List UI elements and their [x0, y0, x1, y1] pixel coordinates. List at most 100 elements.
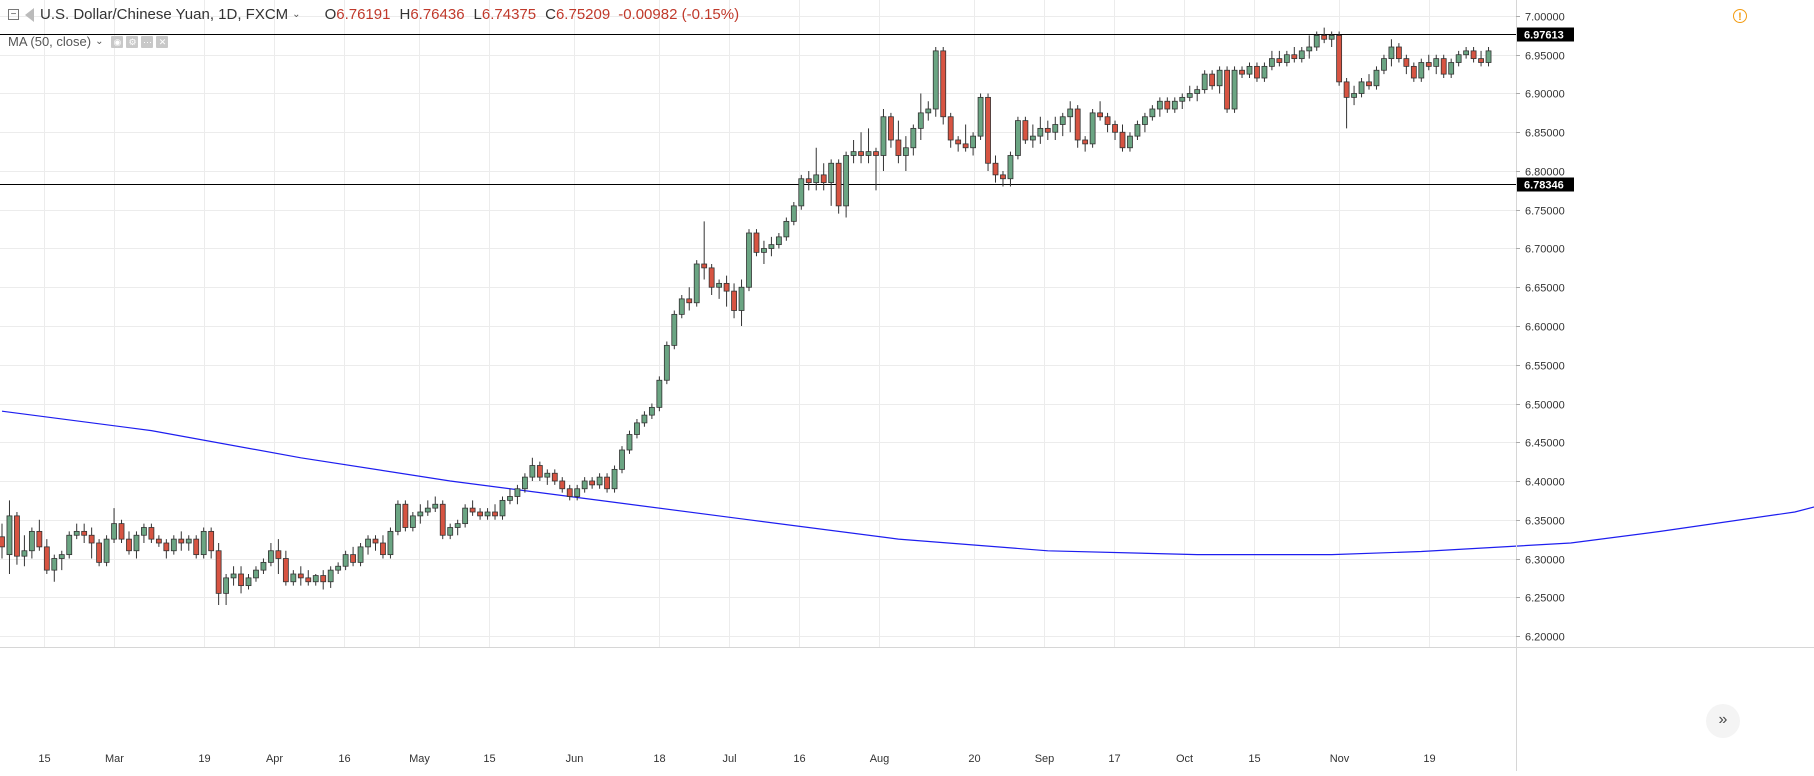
candle-body: [1366, 81, 1372, 87]
candle-body: [1328, 34, 1335, 40]
candle: [238, 566, 244, 594]
candle-body: [1231, 69, 1238, 110]
candle-body: [955, 139, 962, 145]
horizontal-lines: 6.97613 6.78346: [0, 27, 1574, 192]
candle-body: [1261, 65, 1268, 79]
symbol-title[interactable]: U.S. Dollar/Chinese Yuan, 1D, FXCM: [40, 6, 289, 23]
candle: [1351, 85, 1357, 106]
candle-body: [1209, 73, 1216, 87]
y-tick-label: 6.85000: [1525, 128, 1565, 140]
candle: [701, 221, 708, 280]
candle-body: [477, 511, 483, 517]
candle-body: [731, 290, 737, 311]
candle: [365, 535, 371, 555]
candle-body: [805, 178, 812, 184]
x-tick-label: Oct: [1176, 753, 1193, 765]
candle: [1164, 97, 1171, 113]
candle: [1074, 105, 1081, 148]
x-tick-label: 18: [653, 753, 665, 765]
y-tick-label: 6.90000: [1525, 89, 1565, 101]
chevron-down-icon[interactable]: ⌄: [95, 36, 104, 47]
candle: [708, 264, 715, 295]
candle-body: [820, 174, 827, 184]
candle: [111, 508, 117, 543]
candle: [1418, 58, 1425, 82]
candle: [118, 519, 125, 543]
candle: [858, 132, 864, 164]
candle: [275, 539, 282, 574]
candle-body: [761, 248, 767, 253]
candle-body: [96, 542, 103, 563]
candle-body: [454, 523, 461, 528]
candle-body: [596, 476, 603, 486]
y-tick-label: 6.35000: [1525, 516, 1565, 528]
x-tick-label: Nov: [1330, 753, 1350, 765]
x-tick-label: Aug: [870, 753, 890, 765]
candle: [126, 531, 132, 555]
candle: [1059, 112, 1066, 137]
candle: [1313, 31, 1320, 51]
grid: [0, 0, 1516, 647]
candle: [14, 512, 20, 565]
candle: [820, 163, 827, 191]
indicator-label[interactable]: MA (50, close): [8, 34, 92, 49]
gear-icon[interactable]: ⚙: [126, 35, 139, 48]
candle: [1149, 105, 1156, 121]
close-icon[interactable]: ✕: [156, 35, 169, 48]
open-label: O: [324, 6, 337, 23]
candle-body: [1343, 81, 1350, 98]
candle: [1343, 78, 1350, 129]
candle-body: [133, 534, 140, 552]
candle-body: [447, 527, 454, 536]
candle: [43, 539, 50, 574]
x-tick-label: Mar: [105, 753, 124, 765]
candle: [51, 554, 58, 582]
x-tick-label: Sep: [1035, 753, 1055, 765]
candle: [260, 558, 267, 574]
candle-body: [1089, 112, 1096, 145]
candle-body: [641, 414, 648, 424]
square-minus-icon[interactable]: −: [8, 9, 19, 20]
candle: [544, 469, 551, 485]
change-value: -0.00982 (-0.15%): [618, 6, 740, 23]
candle: [327, 566, 334, 588]
candle: [895, 120, 902, 164]
candle: [1119, 124, 1126, 152]
y-tick-label: 6.55000: [1525, 361, 1565, 373]
candle: [932, 47, 939, 117]
candle-body: [1052, 124, 1059, 133]
candle: [432, 496, 439, 512]
candle-body: [1246, 65, 1253, 75]
candle: [380, 535, 386, 559]
candle-body: [432, 503, 439, 509]
candle-body: [977, 96, 984, 137]
candle: [902, 136, 909, 171]
candle: [499, 496, 506, 520]
candle-body: [723, 282, 730, 292]
candle: [753, 229, 760, 257]
candle: [850, 140, 857, 164]
price-label: 6.78346: [1524, 180, 1564, 192]
eye-icon[interactable]: ◉: [111, 35, 124, 48]
chevron-down-icon[interactable]: ⌄: [292, 9, 301, 20]
candle-body: [1186, 93, 1193, 98]
candle-body: [350, 554, 356, 563]
candle-body: [701, 263, 708, 269]
candle-body: [888, 116, 894, 141]
candle: [1142, 112, 1148, 133]
candle: [1269, 50, 1275, 71]
candle: [1463, 47, 1470, 59]
candle: [1201, 70, 1208, 94]
candle-body: [155, 538, 162, 544]
candle-body: [1179, 96, 1186, 102]
alert-circle-icon[interactable]: !: [1733, 9, 1747, 23]
candle: [648, 403, 655, 419]
candle-body: [148, 527, 155, 540]
double-chevron-right-icon[interactable]: »: [1706, 704, 1740, 738]
candle: [1448, 58, 1455, 78]
candle-body: [1403, 58, 1410, 67]
more-icon[interactable]: ⋯: [141, 35, 154, 48]
